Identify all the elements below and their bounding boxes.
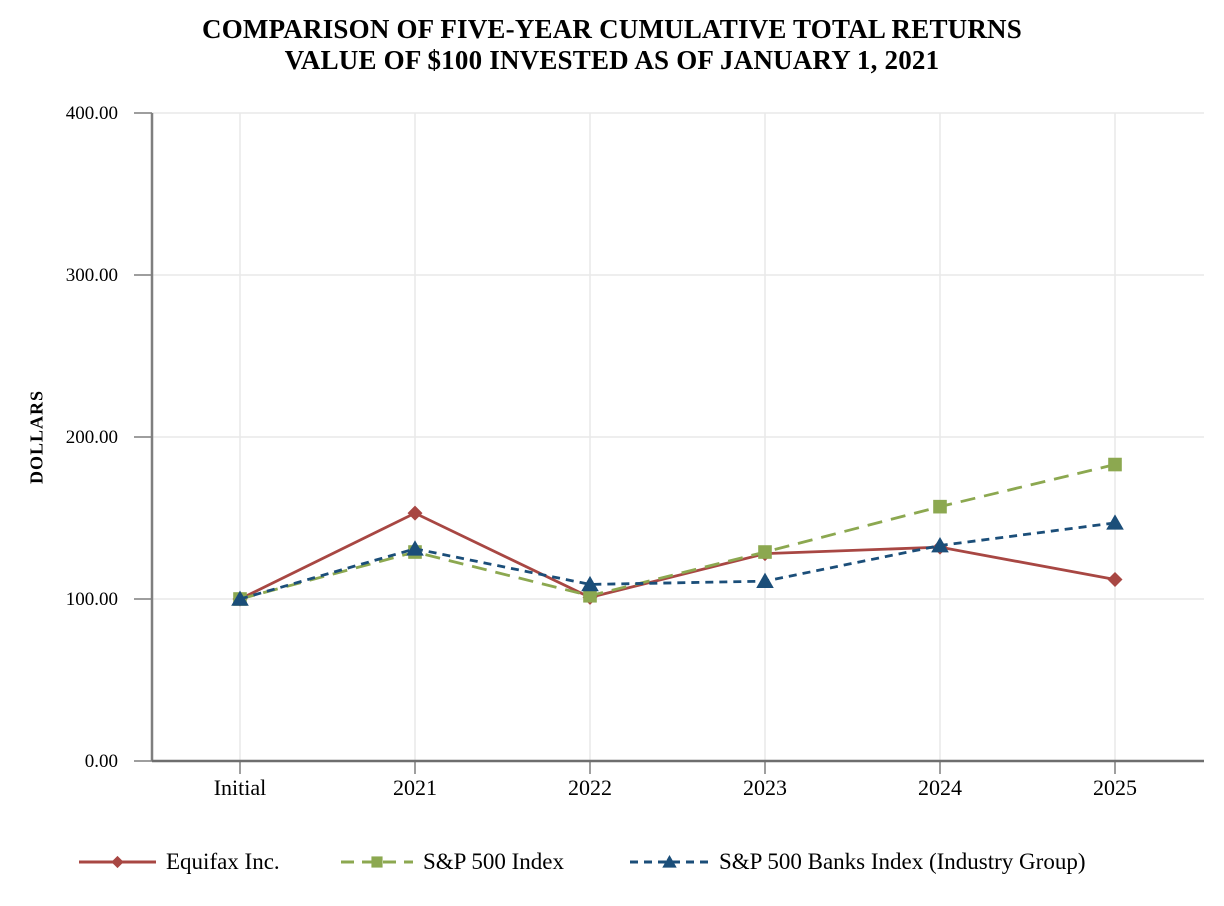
- series-equifax-inc: [232, 505, 1123, 607]
- data-point-diamond-icon: [111, 855, 124, 869]
- y-tick-label: 0.00: [85, 751, 118, 772]
- data-point-square-icon: [933, 499, 947, 514]
- x-tick-labels: Initial 2021 2022 2023 2024 2025: [214, 775, 1137, 800]
- series-line: [239, 463, 1116, 601]
- y-tick-labels: 0.00 100.00 200.00 300.00 400.00: [66, 103, 118, 772]
- legend-swatch-dashed-line-triangle-icon: [630, 855, 709, 868]
- data-point-triangle-icon: [662, 855, 677, 868]
- chart-title-line2: VALUE OF $100 INVESTED AS OF JANUARY 1, …: [284, 45, 940, 75]
- y-tick-label: 300.00: [66, 265, 118, 286]
- data-point-triangle-icon: [581, 575, 599, 592]
- legend-marker-square-icon: [371, 856, 383, 868]
- data-point-triangle-icon: [756, 572, 774, 588]
- data-point-square-icon: [758, 545, 772, 559]
- legend-item-sp500: S&P 500 Index: [339, 845, 564, 879]
- y-tick-label: 400.00: [66, 103, 118, 124]
- data-point-triangle-icon: [231, 590, 249, 606]
- legend: Equifax Inc. S&P 500 Index S&P 500 Banks…: [0, 845, 1224, 879]
- series-line: [239, 521, 1116, 601]
- x-tick-label: Initial: [214, 775, 267, 800]
- legend-swatch-solid-line-diamond-icon: [79, 855, 156, 869]
- data-point-square-icon: [583, 588, 597, 603]
- data-point-square-icon: [1108, 457, 1122, 472]
- legend-item-equifax: Equifax Inc.: [77, 845, 280, 879]
- legend-label-sp500: S&P 500 Index: [423, 849, 564, 874]
- axes: [150, 113, 1204, 763]
- y-tick-label: 100.00: [66, 589, 118, 610]
- series-s-p-500-banks-index-industry-group: [231, 514, 1124, 606]
- chart-title: COMPARISON OF FIVE-YEAR CUMULATIVE TOTAL…: [0, 14, 1224, 76]
- data-point-diamond-icon: [407, 505, 423, 521]
- legend-swatch-dashed-line-square-icon: [341, 856, 413, 868]
- series-line: [239, 511, 1116, 601]
- x-tick-label: 2025: [1093, 775, 1137, 800]
- legend-marker-diamond-icon: [111, 855, 124, 869]
- data-point-triangle-icon: [931, 537, 949, 553]
- legend-marker-triangle-icon: [662, 855, 677, 868]
- data-point-triangle-icon: [406, 540, 424, 556]
- x-tick-label: 2023: [743, 775, 787, 800]
- data-point-diamond-icon: [1107, 572, 1123, 588]
- legend-item-sp500-banks: S&P 500 Banks Index (Industry Group): [628, 845, 1085, 879]
- data-point-square-icon: [371, 856, 383, 868]
- legend-label-sp500-banks: S&P 500 Banks Index (Industry Group): [719, 849, 1086, 874]
- axis-ticks: [134, 112, 1116, 774]
- x-tick-label: 2024: [918, 775, 962, 800]
- y-tick-label: 200.00: [66, 427, 118, 448]
- x-tick-label: 2021: [393, 775, 437, 800]
- data-point-triangle-icon: [1106, 514, 1124, 530]
- gridlines: [152, 112, 1204, 761]
- chart-title-line1: COMPARISON OF FIVE-YEAR CUMULATIVE TOTAL…: [202, 14, 1022, 44]
- legend-label-equifax: Equifax Inc.: [166, 849, 280, 874]
- x-tick-label: 2022: [568, 775, 612, 800]
